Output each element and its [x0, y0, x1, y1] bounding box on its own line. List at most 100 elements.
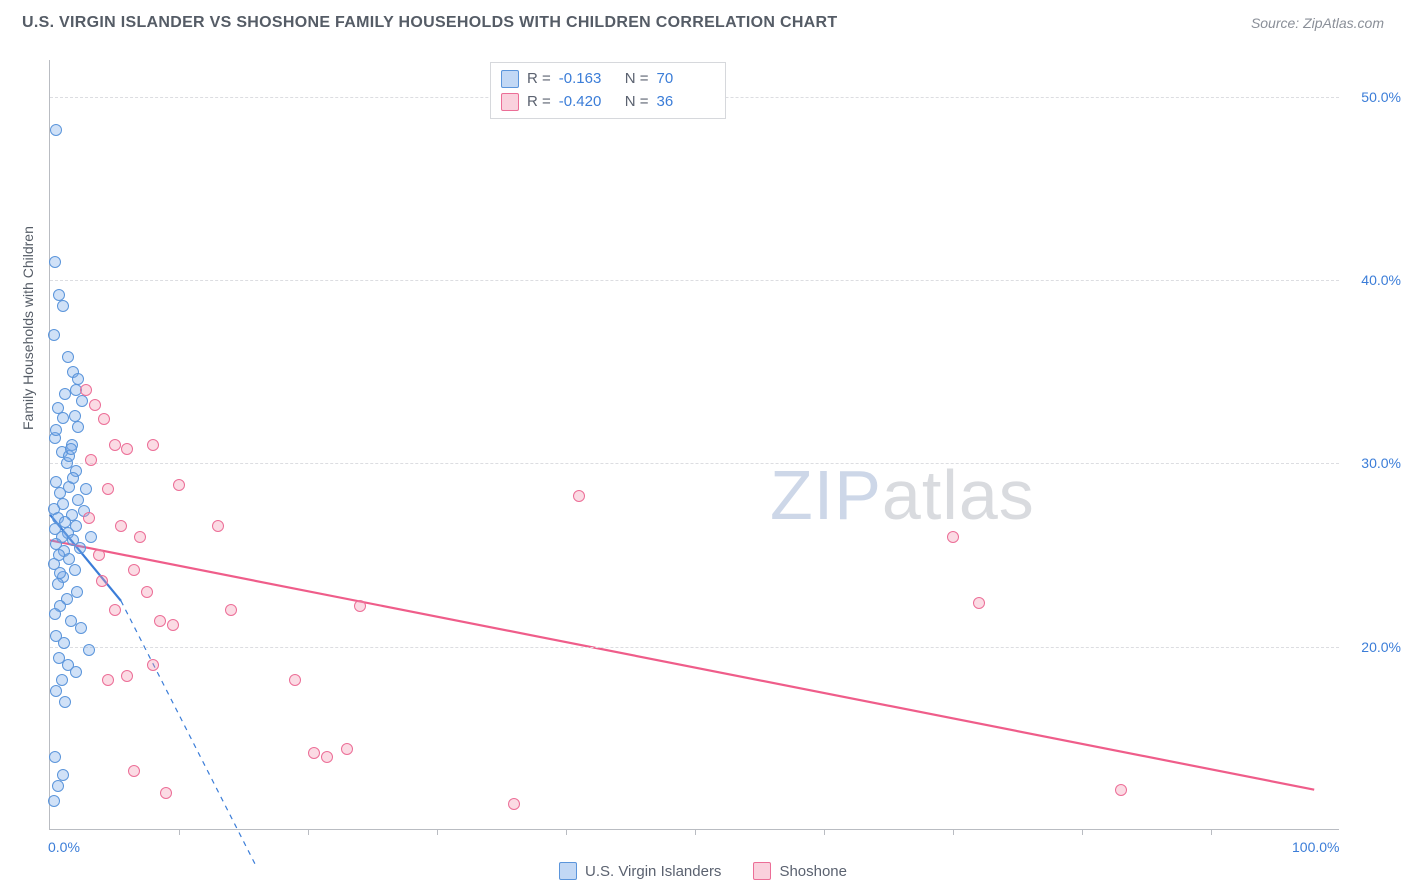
n-label: N = [625, 68, 649, 91]
scatter-point [80, 384, 92, 396]
scatter-point [69, 564, 81, 576]
scatter-point [973, 597, 985, 609]
scatter-point [57, 300, 69, 312]
y-tick-label: 30.0% [1361, 455, 1401, 471]
x-tick-mark [566, 829, 567, 835]
scatter-point [59, 388, 71, 400]
x-tick-label: 0.0% [48, 839, 80, 855]
x-tick-mark [437, 829, 438, 835]
chart-header: U.S. VIRGIN ISLANDER VS SHOSHONE FAMILY … [0, 0, 1406, 40]
r-label: R = [527, 68, 551, 91]
scatter-point [121, 443, 133, 455]
scatter-point [102, 483, 114, 495]
x-tick-mark [695, 829, 696, 835]
scatter-point [50, 685, 62, 697]
r-value: -0.420 [559, 91, 617, 114]
scatter-point [947, 531, 959, 543]
scatter-point [48, 795, 60, 807]
scatter-point [59, 696, 71, 708]
scatter-point [147, 439, 159, 451]
scatter-point [354, 600, 366, 612]
scatter-point [57, 412, 69, 424]
scatter-point [167, 619, 179, 631]
gridline-h [50, 280, 1339, 281]
scatter-point [308, 747, 320, 759]
legend-stats-row: R = -0.420 N = 36 [501, 91, 715, 114]
x-tick-mark [308, 829, 309, 835]
r-value: -0.163 [559, 68, 617, 91]
scatter-point [52, 780, 64, 792]
scatter-point [128, 564, 140, 576]
scatter-point [508, 798, 520, 810]
scatter-point [109, 439, 121, 451]
scatter-point [83, 644, 95, 656]
scatter-point [49, 608, 61, 620]
r-label: R = [527, 91, 551, 114]
x-tick-mark [179, 829, 180, 835]
scatter-point [102, 674, 114, 686]
scatter-point [289, 674, 301, 686]
scatter-point [154, 615, 166, 627]
scatter-point [147, 659, 159, 671]
gridline-h [50, 463, 1339, 464]
correlation-legend: R = -0.163 N = 70 R = -0.420 N = 36 [490, 62, 726, 119]
scatter-point [62, 351, 74, 363]
scatter-point [72, 421, 84, 433]
scatter-point [212, 520, 224, 532]
x-tick-label: 100.0% [1292, 839, 1339, 855]
scatter-point [85, 454, 97, 466]
y-tick-label: 40.0% [1361, 272, 1401, 288]
n-value: 70 [657, 68, 715, 91]
scatter-point [160, 787, 172, 799]
scatter-point [74, 542, 86, 554]
y-axis-label: Family Households with Children [20, 226, 36, 430]
scatter-point [141, 586, 153, 598]
scatter-point [54, 487, 66, 499]
x-tick-mark [1082, 829, 1083, 835]
scatter-point [50, 124, 62, 136]
scatter-point [85, 531, 97, 543]
legend-swatch [501, 93, 519, 111]
scatter-point [67, 472, 79, 484]
scatter-point [109, 604, 121, 616]
scatter-point [134, 531, 146, 543]
gridline-h [50, 647, 1339, 648]
series-legend: U.S. Virgin Islanders Shoshone [0, 862, 1406, 880]
y-tick-label: 50.0% [1361, 89, 1401, 105]
scatter-point [93, 549, 105, 561]
legend-label: U.S. Virgin Islanders [585, 863, 721, 880]
scatter-point [341, 743, 353, 755]
scatter-point [98, 413, 110, 425]
scatter-point [58, 637, 70, 649]
legend-item: Shoshone [753, 862, 847, 880]
scatter-point [49, 256, 61, 268]
y-tick-label: 20.0% [1361, 639, 1401, 655]
source-label: Source: ZipAtlas.com [1251, 15, 1384, 31]
trend-line-extension [121, 601, 256, 867]
scatter-point [128, 765, 140, 777]
scatter-point [89, 399, 101, 411]
scatter-point [75, 622, 87, 634]
x-tick-mark [953, 829, 954, 835]
scatter-point [121, 670, 133, 682]
n-label: N = [625, 91, 649, 114]
scatter-point [65, 443, 77, 455]
legend-swatch [753, 862, 771, 880]
scatter-point [54, 567, 66, 579]
n-value: 36 [657, 91, 715, 114]
scatter-point [115, 520, 127, 532]
trend-line [50, 540, 1314, 789]
trend-lines [50, 60, 1339, 829]
x-tick-mark [1211, 829, 1212, 835]
scatter-point [50, 424, 62, 436]
scatter-point [83, 512, 95, 524]
scatter-point [96, 575, 108, 587]
legend-swatch [559, 862, 577, 880]
scatter-point [573, 490, 585, 502]
legend-label: Shoshone [779, 863, 847, 880]
x-tick-mark [824, 829, 825, 835]
scatter-point [173, 479, 185, 491]
scatter-point [225, 604, 237, 616]
legend-item: U.S. Virgin Islanders [559, 862, 721, 880]
scatter-point [71, 586, 83, 598]
